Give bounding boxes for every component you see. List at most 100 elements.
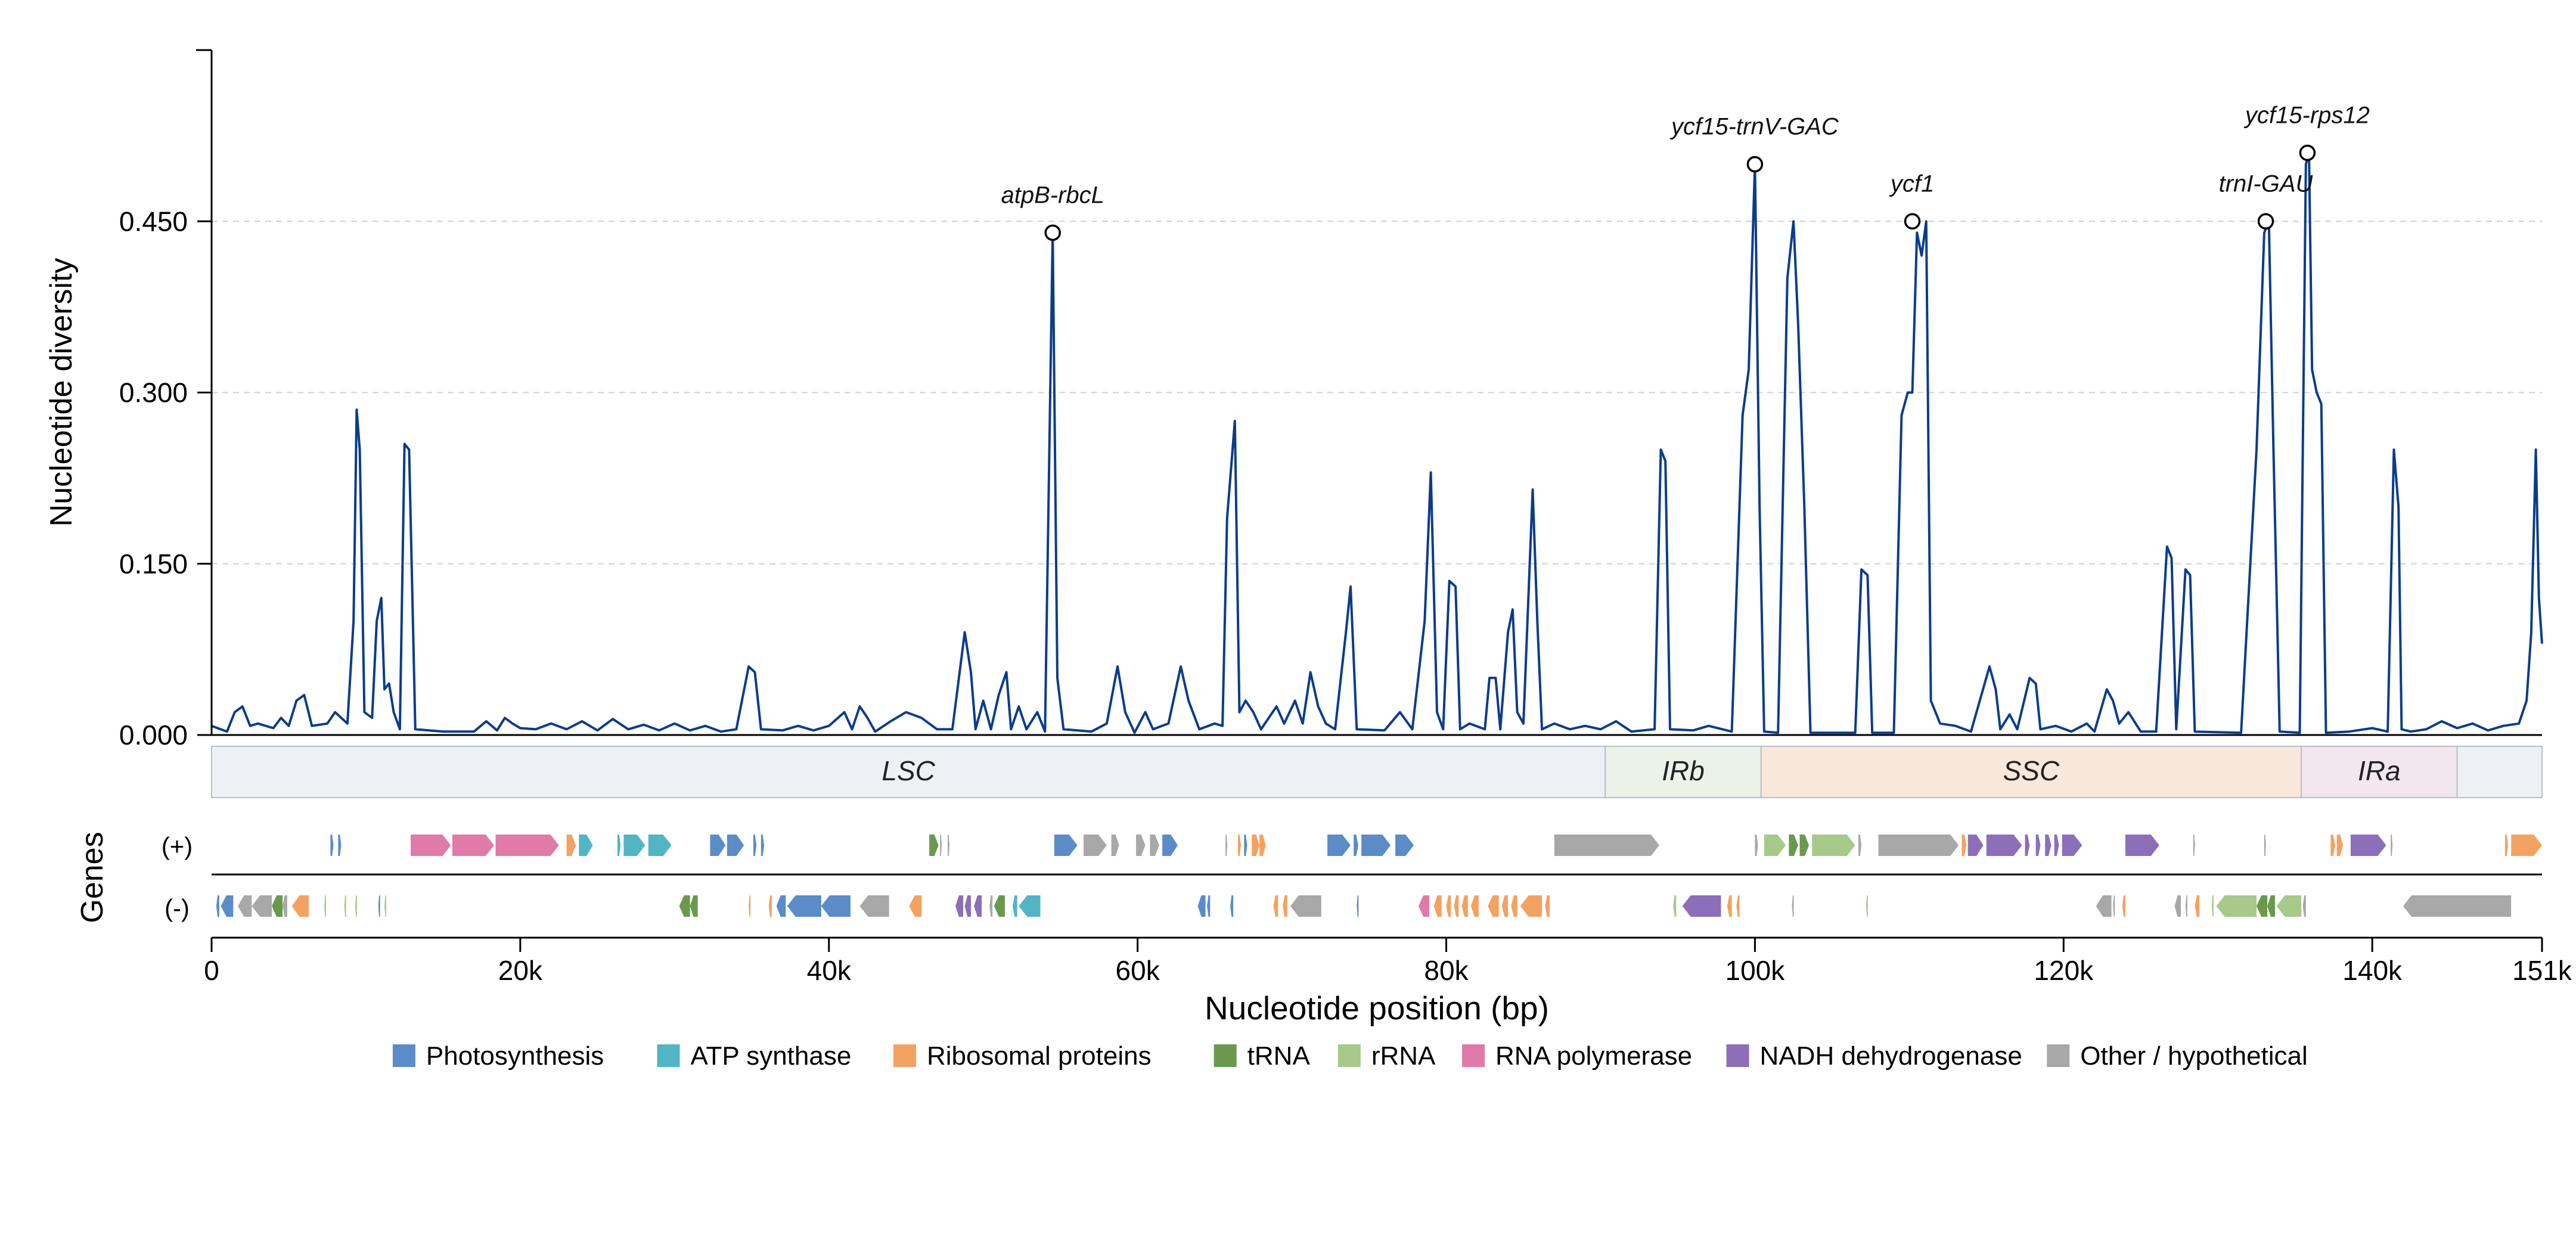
gene-arrow: [1012, 895, 1017, 917]
legend-label: Photosynthesis: [426, 1041, 604, 1071]
gene-arrow: [1207, 895, 1211, 917]
gene-arrow: [1520, 895, 1543, 917]
gene-arrow: [1054, 835, 1078, 856]
gene-arrow: [940, 835, 942, 856]
gene-arrow: [1290, 895, 1321, 917]
gene-arrow: [710, 835, 726, 856]
gene-arrow: [1084, 835, 1107, 856]
gene-arrow: [2125, 835, 2159, 856]
gene-arrow: [989, 895, 993, 917]
gene-arrow: [579, 835, 593, 856]
gene-arrow: [2391, 835, 2393, 856]
peak-annotations: atpB-rbcL ycf15-trnV-GAC ycf1 trnI-GAU ycf15…: [1001, 102, 2370, 241]
minus-strand-genes: [216, 895, 2512, 917]
gene-arrow: [2257, 895, 2268, 917]
gene-arrow: [690, 895, 698, 917]
gene-arrow: [821, 895, 851, 917]
gene-arrow: [1501, 895, 1509, 917]
x-axis-title: Nucleotide position (bp): [1205, 990, 1549, 1026]
gene-arrow: [1461, 895, 1468, 917]
peak-label: ycf1: [1889, 170, 1934, 197]
gene-arrow: [1357, 895, 1359, 917]
gene-arrow: [2350, 835, 2386, 856]
gene-arrow: [452, 835, 494, 856]
gene-arrow: [1283, 895, 1287, 917]
legend-swatch: [1462, 1044, 1485, 1067]
gene-arrow: [749, 895, 751, 917]
gene-arrow: [761, 835, 764, 856]
genome-region-bar: LSC IRb SSC IRa: [211, 746, 2543, 798]
gene-arrow: [330, 835, 334, 856]
y-tick-label: 0.300: [119, 377, 188, 408]
gene-arrow: [283, 895, 287, 917]
diversity-line-layer: [211, 151, 2543, 734]
gene-arrow: [1792, 895, 1794, 917]
x-tick-label: 20k: [498, 955, 543, 986]
gene-arrow: [238, 895, 252, 917]
gene-arrow: [1967, 835, 1984, 856]
gene-arrow: [1354, 835, 1358, 856]
gene-arrow: [648, 835, 672, 856]
gene-arrow: [2113, 895, 2115, 917]
gene-arrow: [1273, 895, 1278, 917]
plus-strand-genes: [330, 835, 2542, 856]
x-tick-label: 120k: [2034, 955, 2094, 986]
gene-arrow: [1238, 835, 1242, 856]
peak-marker: [1904, 213, 1921, 229]
gene-arrow: [1682, 895, 1721, 917]
peak-label: ycf15-rps12: [2243, 102, 2370, 128]
gene-arrow: [909, 895, 922, 917]
grid-lines: [212, 221, 2542, 565]
gene-arrow: [216, 895, 219, 917]
gene-arrow: [1545, 895, 1550, 917]
gene-arrow: [252, 895, 272, 917]
gene-arrow: [1019, 895, 1041, 917]
gene-arrow: [1673, 895, 1677, 917]
gene-arrow: [221, 895, 234, 917]
region-label: SSC: [2003, 755, 2060, 786]
x-tick-label: 80k: [1424, 955, 1469, 986]
x-tick-label: 0: [204, 955, 219, 986]
gene-arrow: [2504, 835, 2508, 856]
gene-arrow: [411, 835, 451, 856]
gene-arrow: [1252, 835, 1260, 856]
gene-arrow: [964, 895, 971, 917]
legend-label: Other / hypothetical: [2080, 1041, 2308, 1071]
legend-label: tRNA: [1247, 1041, 1311, 1071]
gene-arrow: [1727, 895, 1732, 917]
gene-arrow: [1244, 835, 1247, 856]
gene-arrow: [1878, 835, 1959, 856]
peak-label: ycf15-trnV-GAC: [1669, 114, 1839, 140]
legend-swatch: [2047, 1044, 2070, 1067]
gene-arrow: [2122, 895, 2125, 917]
plus-strand-label: (+): [162, 832, 193, 860]
minus-strand-label: (-): [165, 894, 190, 922]
gene-arrow: [291, 895, 309, 917]
gene-arrow: [955, 895, 963, 917]
gene-arrow: [1471, 895, 1479, 917]
gene-arrow: [1799, 835, 1809, 856]
legend-label: ATP synthase: [690, 1041, 851, 1071]
gene-arrow: [2193, 835, 2195, 856]
gene-arrow: [2062, 835, 2082, 856]
gene-arrow: [566, 835, 576, 856]
gene-arrow: [338, 835, 342, 856]
gene-arrow: [378, 895, 380, 917]
gene-arrow: [1446, 895, 1451, 917]
gene-arrow: [1866, 895, 1868, 917]
legend-label: NADH dehydrogenase: [1760, 1041, 2022, 1071]
gene-arrow: [1418, 895, 1429, 917]
gene-arrow: [2045, 835, 2052, 856]
gene-arrow: [679, 895, 690, 917]
x-tick-label: 100k: [1725, 955, 1786, 986]
gene-arrow: [948, 835, 950, 856]
gene-arrow: [1789, 835, 1798, 856]
y-axis-title: Nucleotide diversity: [44, 258, 79, 527]
region-block: [2456, 746, 2543, 798]
gene-arrow: [344, 895, 346, 917]
x-tick-label: 151k: [2512, 955, 2572, 986]
gene-arrow: [1736, 895, 1740, 917]
gene-arrow: [2216, 895, 2257, 917]
